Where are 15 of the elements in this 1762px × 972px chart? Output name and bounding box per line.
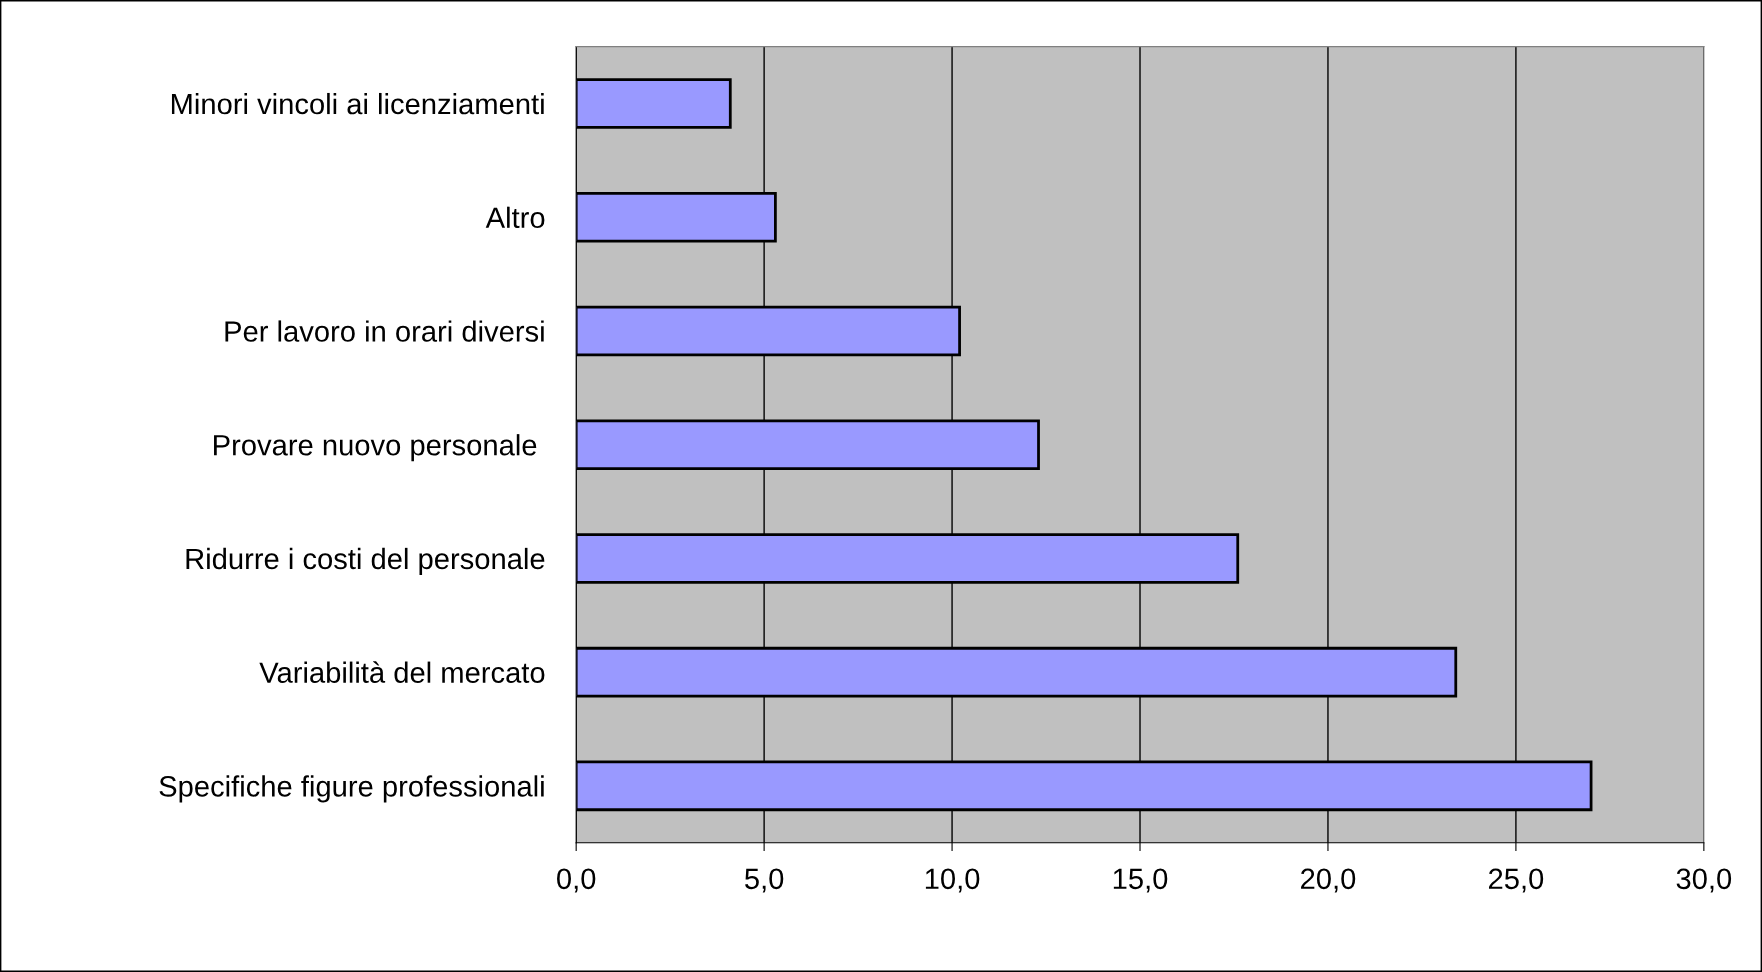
x-tick-label: 25,0 bbox=[1488, 868, 1544, 893]
bar bbox=[576, 78, 732, 129]
x-tick-label: 20,0 bbox=[1301, 868, 1356, 893]
y-tick-label: Variabilità del mercato bbox=[259, 661, 545, 683]
x-tick-label: 5,0 bbox=[745, 868, 784, 893]
x-tick-label: 15,0 bbox=[1113, 868, 1168, 893]
y-tick-label: Specifiche figure professionali bbox=[159, 775, 544, 803]
y-tick-label: Minori vincoli ai licenziamenti bbox=[171, 92, 544, 115]
y-tick-label: Per lavoro in orari diversi bbox=[225, 320, 544, 342]
y-tick-label: Ridurre i costi del personale bbox=[186, 547, 545, 576]
y-tick-label: Provare nuovo personale bbox=[214, 434, 537, 462]
x-tick-label: 30,0 bbox=[1676, 868, 1732, 893]
x-tick-label: 10,0 bbox=[925, 868, 980, 893]
x-tick-label: 0,0 bbox=[557, 868, 596, 893]
y-tick-label: Altro bbox=[485, 206, 545, 229]
